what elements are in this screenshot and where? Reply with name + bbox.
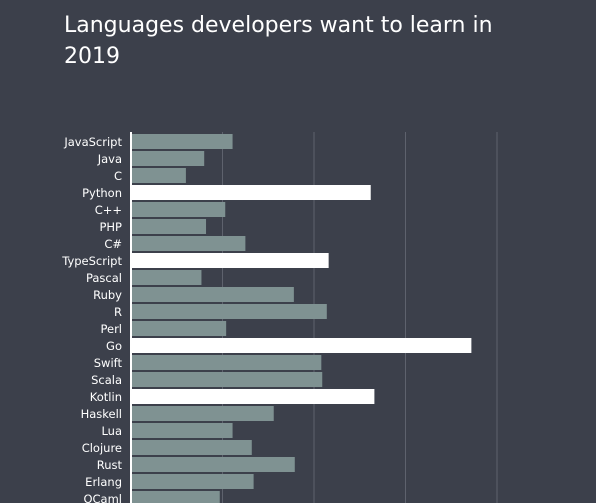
y-tick-label: Lua (101, 424, 122, 438)
y-tick-label: C# (104, 237, 122, 251)
bar (131, 491, 220, 503)
y-tick-label: OCaml (83, 492, 122, 503)
y-tick-label: Go (106, 339, 122, 353)
bar (131, 372, 323, 387)
bar (131, 304, 327, 319)
y-tick-label: Java (97, 152, 122, 166)
bar (131, 219, 207, 234)
bar (131, 270, 202, 285)
bar (131, 253, 329, 268)
bar (131, 338, 472, 353)
y-tick-label: TypeScript (61, 254, 122, 268)
bar (131, 321, 227, 336)
bar (131, 236, 246, 251)
bar (131, 185, 371, 200)
bar (131, 457, 295, 472)
y-tick-label: JavaScript (63, 135, 122, 149)
bar (131, 151, 205, 166)
y-tick-label: Erlang (85, 475, 122, 489)
bar (131, 406, 274, 421)
chart-title: Languages developers want to learn in 20… (64, 13, 493, 69)
y-tick-label: Swift (94, 356, 123, 370)
y-tick-label: Kotlin (90, 390, 122, 404)
bar (131, 168, 186, 183)
bar (131, 202, 226, 217)
bar (131, 287, 294, 302)
y-tick-label: Perl (100, 322, 122, 336)
y-tick-label: Scala (91, 373, 122, 387)
y-tick-label: C++ (95, 203, 122, 217)
y-tick-label: Python (82, 186, 122, 200)
bar (131, 389, 375, 404)
bar (131, 134, 233, 149)
y-tick-label: Rust (97, 458, 123, 472)
y-tick-label: Clojure (82, 441, 122, 455)
y-tick-label: R (114, 305, 122, 319)
y-tick-label: Pascal (86, 271, 122, 285)
bar (131, 474, 254, 489)
y-tick-label: Haskell (81, 407, 122, 421)
y-tick-label: C (114, 169, 122, 183)
bar (131, 355, 322, 370)
y-tick-label: PHP (99, 220, 122, 234)
y-tick-label: Ruby (93, 288, 122, 302)
bar (131, 423, 233, 438)
bar (131, 440, 252, 455)
